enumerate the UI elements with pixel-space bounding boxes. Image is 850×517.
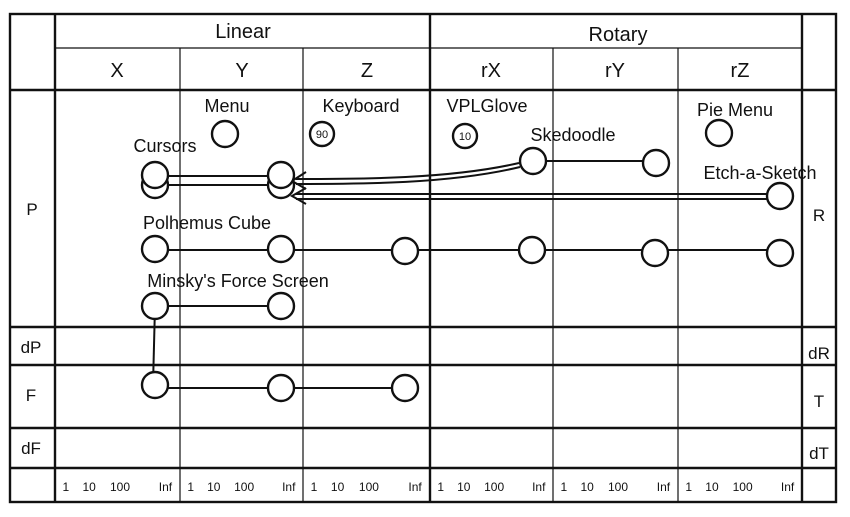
scale-tick-col6-inf: Inf — [781, 480, 795, 494]
row-label-df: dF — [21, 439, 41, 458]
pie-menu-node — [704, 118, 734, 148]
minsky-node-fy — [266, 373, 296, 403]
scale-tick-col4-inf: Inf — [532, 480, 546, 494]
device-label-polhemus-cube: Polhemus Cube — [143, 213, 271, 233]
y-header: Y — [235, 60, 248, 82]
polhemus-node-ry — [640, 238, 670, 268]
row-label-dr: dR — [808, 344, 830, 363]
scale-tick-col1-10: 10 — [83, 480, 97, 494]
ry-header: rY — [605, 60, 625, 82]
minsky-node-py — [266, 291, 296, 321]
row-label-dt: dT — [809, 444, 829, 463]
scale-tick-col2-inf: Inf — [282, 480, 296, 494]
device-label-pie-menu: Pie Menu — [697, 100, 773, 120]
row-label-f: F — [26, 386, 36, 405]
rz-header: rZ — [731, 60, 750, 82]
scale-tick-col4-10: 10 — [457, 480, 471, 494]
scale-tick-col6-100: 100 — [733, 480, 753, 494]
scale-tick-col5-10: 10 — [581, 480, 595, 494]
scale-tick-col1-100: 100 — [110, 480, 130, 494]
scale-tick-col4-100: 100 — [484, 480, 504, 494]
rotary-header: Rotary — [589, 24, 648, 46]
arrowhead-etch-a-sketch — [289, 187, 307, 205]
vplglove-count: 10 — [459, 131, 471, 143]
scale-tick-col1-1: 1 — [63, 480, 70, 494]
menu-node — [210, 119, 240, 149]
device-label-cursors: Cursors — [133, 136, 196, 156]
scale-tick-col6-10: 10 — [705, 480, 719, 494]
skedoodle-arrow-curve — [295, 162, 520, 180]
scale-tick-col2-100: 100 — [234, 480, 254, 494]
scale-tick-col1-inf: Inf — [159, 480, 173, 494]
row-label-dp: dP — [21, 338, 42, 357]
scale-tick-col2-10: 10 — [207, 480, 221, 494]
skedoodle-node-ry — [641, 148, 671, 178]
device-label-minsky: Minsky's Force Screen — [147, 271, 329, 291]
device-label-menu: Menu — [204, 96, 249, 116]
polhemus-node-x — [140, 234, 170, 264]
skedoodle-node-rx — [518, 146, 548, 176]
linear-header: Linear — [215, 21, 271, 43]
minsky-node-fx — [140, 370, 170, 400]
vplglove-node — [451, 122, 479, 150]
device-label-vplglove: VPLGlove — [446, 96, 527, 116]
device-label-keyboard: Keyboard — [322, 96, 399, 116]
scale-tick-col5-inf: Inf — [657, 480, 671, 494]
scale-tick-col3-inf: Inf — [408, 480, 422, 494]
z-header: Z — [361, 60, 373, 82]
polhemus-node-rx — [517, 235, 547, 265]
scale-tick-col6-1: 1 — [685, 480, 692, 494]
polhemus-node-rz — [765, 238, 795, 268]
skedoodle-arrow-curve-2 — [295, 166, 521, 185]
row-label-p: P — [26, 200, 37, 219]
minsky-node-px — [140, 291, 170, 321]
device-label-etch-a-sketch: Etch-a-Sketch — [703, 163, 816, 183]
cursors-node-y-front — [266, 160, 296, 190]
scale-tick-row: 1 10 100 Inf 1 10 100 Inf 1 10 100 Inf 1 10 100 Inf 1 10 1… — [63, 480, 795, 494]
etch-a-sketch-node — [765, 181, 795, 211]
polhemus-node-z — [390, 236, 420, 266]
outer-frame — [8, 12, 838, 504]
rx-header: rX — [481, 60, 501, 82]
scale-tick-col3-10: 10 — [331, 480, 345, 494]
row-label-r: R — [813, 206, 825, 225]
scale-tick-col5-100: 100 — [608, 480, 628, 494]
scale-tick-col4-1: 1 — [437, 480, 444, 494]
keyboard-node — [308, 120, 336, 148]
minsky-node-fz — [390, 373, 420, 403]
scale-tick-col3-1: 1 — [311, 480, 318, 494]
keyboard-count: 90 — [316, 129, 328, 141]
cursors-node-x-front — [140, 160, 170, 190]
scale-tick-col2-1: 1 — [187, 480, 194, 494]
row-label-t: T — [814, 392, 824, 411]
polhemus-node-y — [266, 234, 296, 264]
scale-tick-col3-100: 100 — [359, 480, 379, 494]
x-header: X — [110, 60, 123, 82]
scale-tick-col5-1: 1 — [561, 480, 568, 494]
device-label-skedoodle: Skedoodle — [530, 125, 615, 145]
